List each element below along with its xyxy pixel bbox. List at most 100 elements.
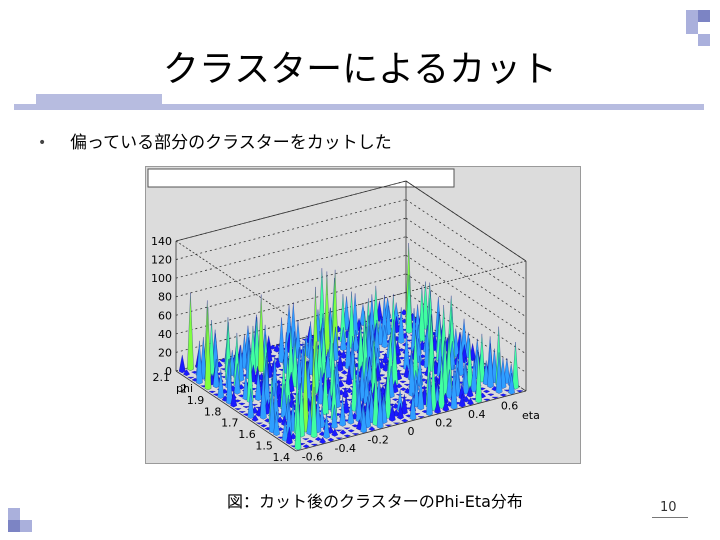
surface-bar <box>388 403 396 422</box>
surface-bar <box>399 387 407 391</box>
surface-bar <box>378 382 386 385</box>
surface-bar <box>466 385 474 398</box>
surface-bar <box>230 390 238 408</box>
eta-tick-label: 0 <box>408 425 415 438</box>
surface-bar <box>310 386 318 439</box>
surface-bar <box>391 334 399 386</box>
z-tick-label: 120 <box>151 254 172 267</box>
title-rule <box>14 104 704 110</box>
surface-bar <box>347 429 355 433</box>
surface-bar <box>475 352 483 404</box>
surface-bar <box>331 404 338 429</box>
surface-bar <box>458 393 466 408</box>
surface-bar <box>512 342 519 390</box>
z-tick-label: 0 <box>165 365 172 378</box>
surface-bar <box>434 400 441 414</box>
z-tick-label: 80 <box>158 291 172 304</box>
surface-bar <box>347 402 355 425</box>
surface-bar <box>499 393 507 397</box>
surface-bar <box>310 443 319 446</box>
page-number: 10 <box>660 500 677 515</box>
surface-bar <box>373 319 381 359</box>
stats-box <box>147 168 455 188</box>
surface-bar <box>483 398 491 401</box>
phi-tick-label: 2 <box>180 382 187 395</box>
surface-bar <box>302 444 310 449</box>
eta-tick-label: -0.4 <box>335 442 356 455</box>
surface-bar <box>360 406 368 434</box>
slide-title: クラスターによるカット <box>162 49 558 90</box>
surface-bar <box>234 399 242 403</box>
figure-caption: 図：カット後のクラスターのPhi-Eta分布 <box>227 492 523 511</box>
surface-bar <box>178 354 186 374</box>
surface-bar <box>336 353 344 372</box>
surface-bar <box>516 390 524 393</box>
surface-bar <box>487 343 494 389</box>
z-tick-label: 60 <box>158 309 172 322</box>
surface-bar <box>187 376 195 379</box>
surface-bar <box>495 352 503 394</box>
surface-bar <box>286 426 293 445</box>
phi-eta-lego-plot: 0 20 40 60 80 100 120 140 2.1 2 1.9 1.8 1.7 1.6 1.5 1.… <box>145 166 581 464</box>
surface-bar <box>417 416 425 419</box>
surface-bar <box>401 418 409 423</box>
title-rule-accent <box>36 94 162 106</box>
surface-bar <box>196 340 203 385</box>
surface-bar <box>204 307 212 391</box>
surface-bar <box>416 355 424 387</box>
surface-bar <box>491 396 499 399</box>
surface-bar <box>183 369 190 376</box>
surface-bar <box>242 406 250 409</box>
surface-bar <box>260 424 268 428</box>
surface-bar <box>339 429 347 435</box>
surface-bar <box>339 396 346 427</box>
surface-bar <box>233 363 241 395</box>
surface-bar <box>274 357 281 369</box>
bullet-text: 偏っている部分のクラスターをカットした <box>70 133 392 153</box>
surface-bar <box>399 380 407 384</box>
surface-bar <box>335 429 342 432</box>
z-tick-label: 20 <box>158 346 172 359</box>
surface-bar <box>257 294 265 373</box>
eta-tick-label: 0.6 <box>501 399 518 412</box>
surface-bar <box>251 404 258 406</box>
surface-bar <box>306 439 314 444</box>
surface-bar <box>322 361 329 416</box>
phi-tick-label: 1.5 <box>255 440 272 453</box>
surface-bar <box>409 392 417 421</box>
plot-surface <box>178 243 524 451</box>
surface-bar <box>327 437 335 442</box>
page-number-rule <box>652 517 688 518</box>
phi-tick-label: 1.8 <box>204 405 222 418</box>
surface-bar <box>364 396 371 429</box>
phi-tick-label: 1.9 <box>187 394 205 407</box>
surface-bar <box>508 373 515 395</box>
surface-bar <box>391 398 400 401</box>
surface-bar <box>331 428 339 437</box>
surface-bar <box>397 403 404 420</box>
surface-bar <box>368 426 376 431</box>
surface-bar <box>340 369 348 375</box>
phi-tick-label: 1.7 <box>221 417 239 430</box>
surface-bar <box>187 292 194 371</box>
surface-bar <box>417 375 425 411</box>
phi-tick-label: 2.1 <box>153 371 171 384</box>
surface-bar <box>487 393 495 396</box>
surface-bar <box>342 387 349 399</box>
surface-bar <box>238 402 246 406</box>
surface-bar <box>294 393 302 451</box>
surface-bar <box>401 394 408 415</box>
surface-bar <box>251 414 259 422</box>
surface-bar <box>234 408 242 411</box>
surface-bar <box>450 364 458 410</box>
surface-bar <box>395 383 403 389</box>
surface-bar <box>376 386 384 429</box>
z-tick-label: 140 <box>151 235 172 248</box>
surface-bar <box>238 411 246 414</box>
surface-bar <box>259 373 267 420</box>
z-tick-label: 100 <box>151 272 172 285</box>
surface-bar <box>343 427 351 430</box>
surface-bar <box>426 372 433 416</box>
surface-bar <box>208 390 216 394</box>
surface-bar <box>302 438 310 441</box>
